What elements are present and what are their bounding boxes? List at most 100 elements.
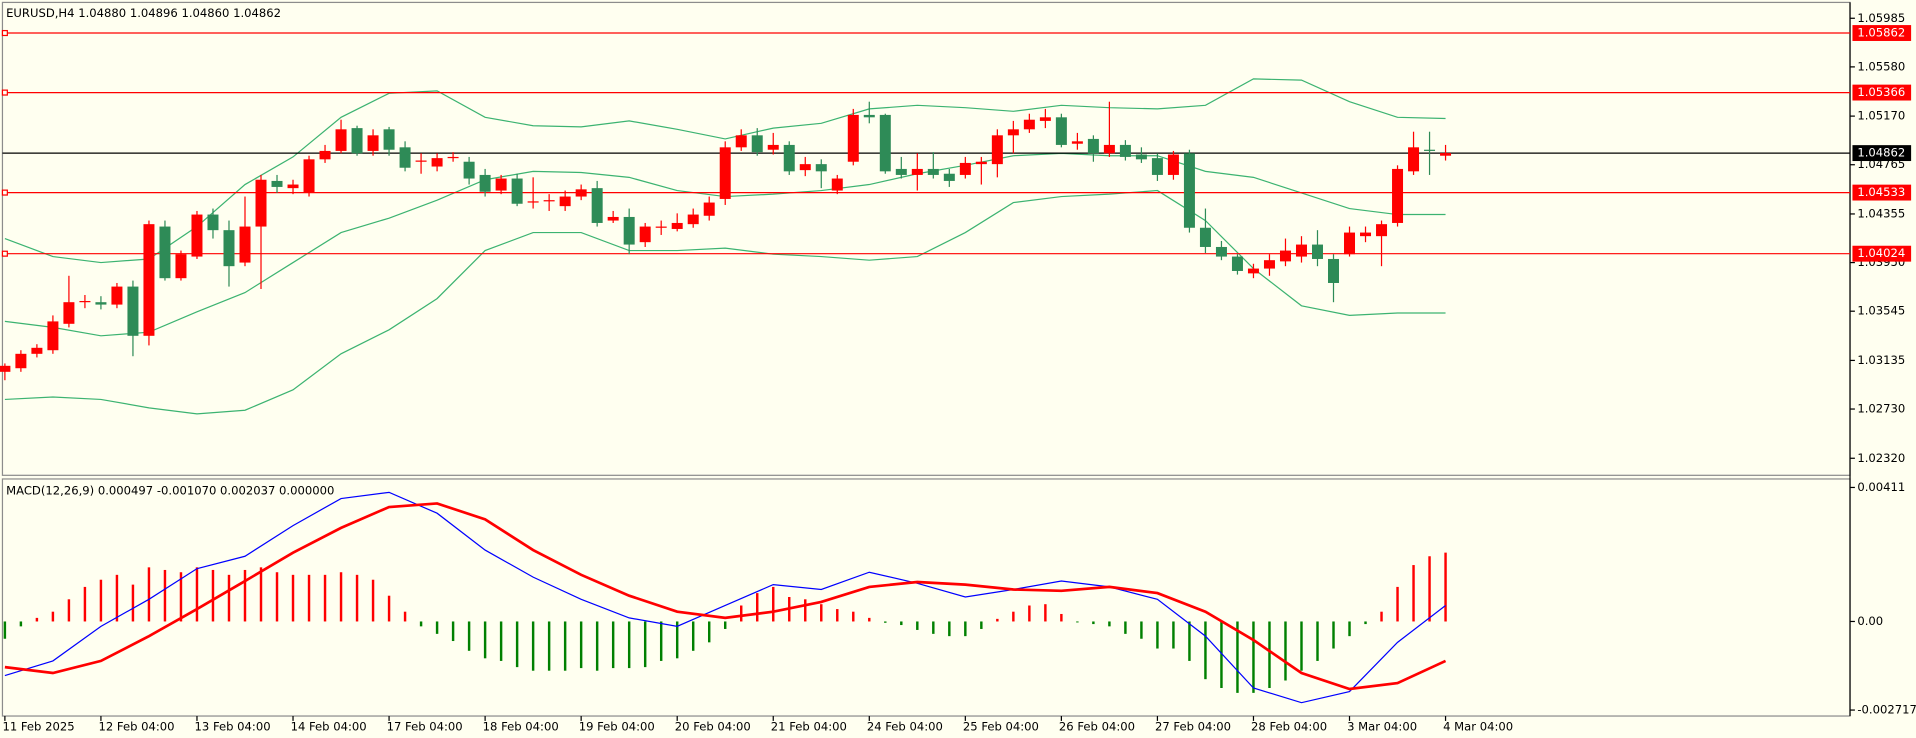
candle-body — [1135, 154, 1147, 160]
candle-body — [207, 214, 219, 231]
y-tick-label: 1.03135 — [1857, 353, 1905, 367]
candle-body — [831, 178, 843, 191]
candle-body — [1328, 258, 1340, 283]
candle-body — [895, 168, 907, 175]
x-tick-label: 3 Mar 04:00 — [1347, 720, 1417, 734]
candle-body — [1103, 144, 1115, 154]
candle-body — [351, 128, 363, 154]
x-tick-label: 20 Feb 04:00 — [675, 720, 751, 734]
candle-body — [1039, 117, 1051, 121]
candle-body — [47, 321, 59, 351]
price-label-box — [1852, 145, 1912, 162]
candle-body — [943, 173, 955, 181]
macd-title: MACD(12,26,9) 0.000497 -0.001070 0.00203… — [6, 484, 334, 498]
candle-body — [879, 114, 891, 172]
candle-body — [0, 365, 11, 372]
candle-body — [1023, 119, 1035, 130]
y-tick-label: 1.05985 — [1857, 11, 1905, 25]
candle-body — [479, 174, 491, 192]
candle-body — [159, 226, 171, 279]
candle-body — [1392, 168, 1404, 223]
candle-body — [255, 179, 267, 227]
x-tick-label: 24 Feb 04:00 — [867, 720, 943, 734]
candle-body — [1247, 268, 1259, 274]
y-tick-label: 0.00411 — [1857, 480, 1905, 494]
candle-body — [239, 226, 251, 263]
candle-body — [15, 353, 27, 369]
level-handle — [1, 29, 8, 37]
candle-body — [143, 224, 155, 336]
candle-body — [1360, 232, 1372, 237]
x-tick-label: 4 Mar 04:00 — [1443, 720, 1513, 734]
candle-body — [1167, 154, 1179, 175]
level-label: 1.04024 — [1857, 246, 1905, 260]
candle-body — [1071, 141, 1083, 144]
y-tick-label: 1.02320 — [1857, 451, 1905, 465]
candle-body — [863, 114, 875, 118]
candle-body — [191, 214, 203, 257]
price-label: 1.04862 — [1857, 146, 1905, 160]
candle-body — [1215, 246, 1227, 257]
candle-body — [1183, 153, 1195, 228]
candle-body — [639, 226, 651, 243]
candle-body — [719, 147, 731, 199]
candle-body — [495, 178, 507, 191]
candle-body — [799, 164, 811, 171]
x-tick-label: 12 Feb 04:00 — [98, 720, 174, 734]
y-tick-label: 1.03545 — [1857, 304, 1905, 318]
level-label: 1.05366 — [1857, 85, 1905, 99]
y-tick-label: -0.002717 — [1857, 703, 1916, 717]
level-label-box — [1852, 25, 1912, 41]
x-tick-label: 18 Feb 04:00 — [483, 720, 559, 734]
candle-body — [223, 230, 235, 267]
candle-body — [767, 144, 779, 150]
candle-body — [127, 286, 139, 336]
candle-body — [1344, 232, 1356, 255]
candle-body — [1263, 260, 1275, 269]
candle-body — [1199, 227, 1211, 247]
candle-body — [671, 222, 683, 229]
x-tick-label: 13 Feb 04:00 — [195, 720, 271, 734]
candle-body — [655, 226, 667, 228]
candle-body — [175, 254, 187, 279]
price-title: EURUSD,H4 1.04880 1.04896 1.04860 1.0486… — [6, 6, 281, 20]
candle-body — [367, 135, 379, 151]
candle-body — [335, 129, 347, 151]
candle-body — [63, 302, 75, 324]
candle-body — [1151, 158, 1163, 175]
candle-body — [1424, 149, 1436, 151]
candle-body — [575, 189, 587, 197]
candle-body — [111, 286, 123, 305]
candle-body — [1311, 244, 1323, 259]
y-tick-label: 1.02730 — [1857, 402, 1905, 416]
candle-body — [927, 168, 939, 175]
indicator-line — [4, 491, 1446, 704]
y-tick-label: 1.05170 — [1857, 109, 1905, 123]
x-tick-label: 19 Feb 04:00 — [579, 720, 655, 734]
candle-body — [463, 161, 475, 179]
level-handle — [1, 89, 8, 96]
level-label: 1.05862 — [1857, 26, 1905, 40]
candle-body — [911, 168, 923, 175]
candle-body — [735, 135, 747, 148]
candle-body — [303, 159, 315, 193]
candle-body — [815, 164, 827, 172]
candle-body — [703, 202, 715, 216]
x-tick-label: 28 Feb 04:00 — [1251, 720, 1327, 734]
candle-body — [543, 200, 555, 202]
candle-body — [1007, 129, 1019, 136]
candle-body — [447, 156, 459, 159]
candle-body — [95, 302, 107, 305]
candle-body — [79, 300, 91, 303]
candle-body — [287, 184, 299, 189]
candle-body — [1119, 144, 1131, 157]
level-handle — [1, 189, 8, 196]
level-label-box — [1852, 84, 1912, 101]
candle-body — [1087, 138, 1099, 154]
candle-body — [591, 188, 603, 223]
candle-body — [975, 161, 987, 165]
candle-body — [511, 178, 523, 204]
candle-body — [607, 216, 619, 221]
candle-body — [1376, 224, 1388, 237]
